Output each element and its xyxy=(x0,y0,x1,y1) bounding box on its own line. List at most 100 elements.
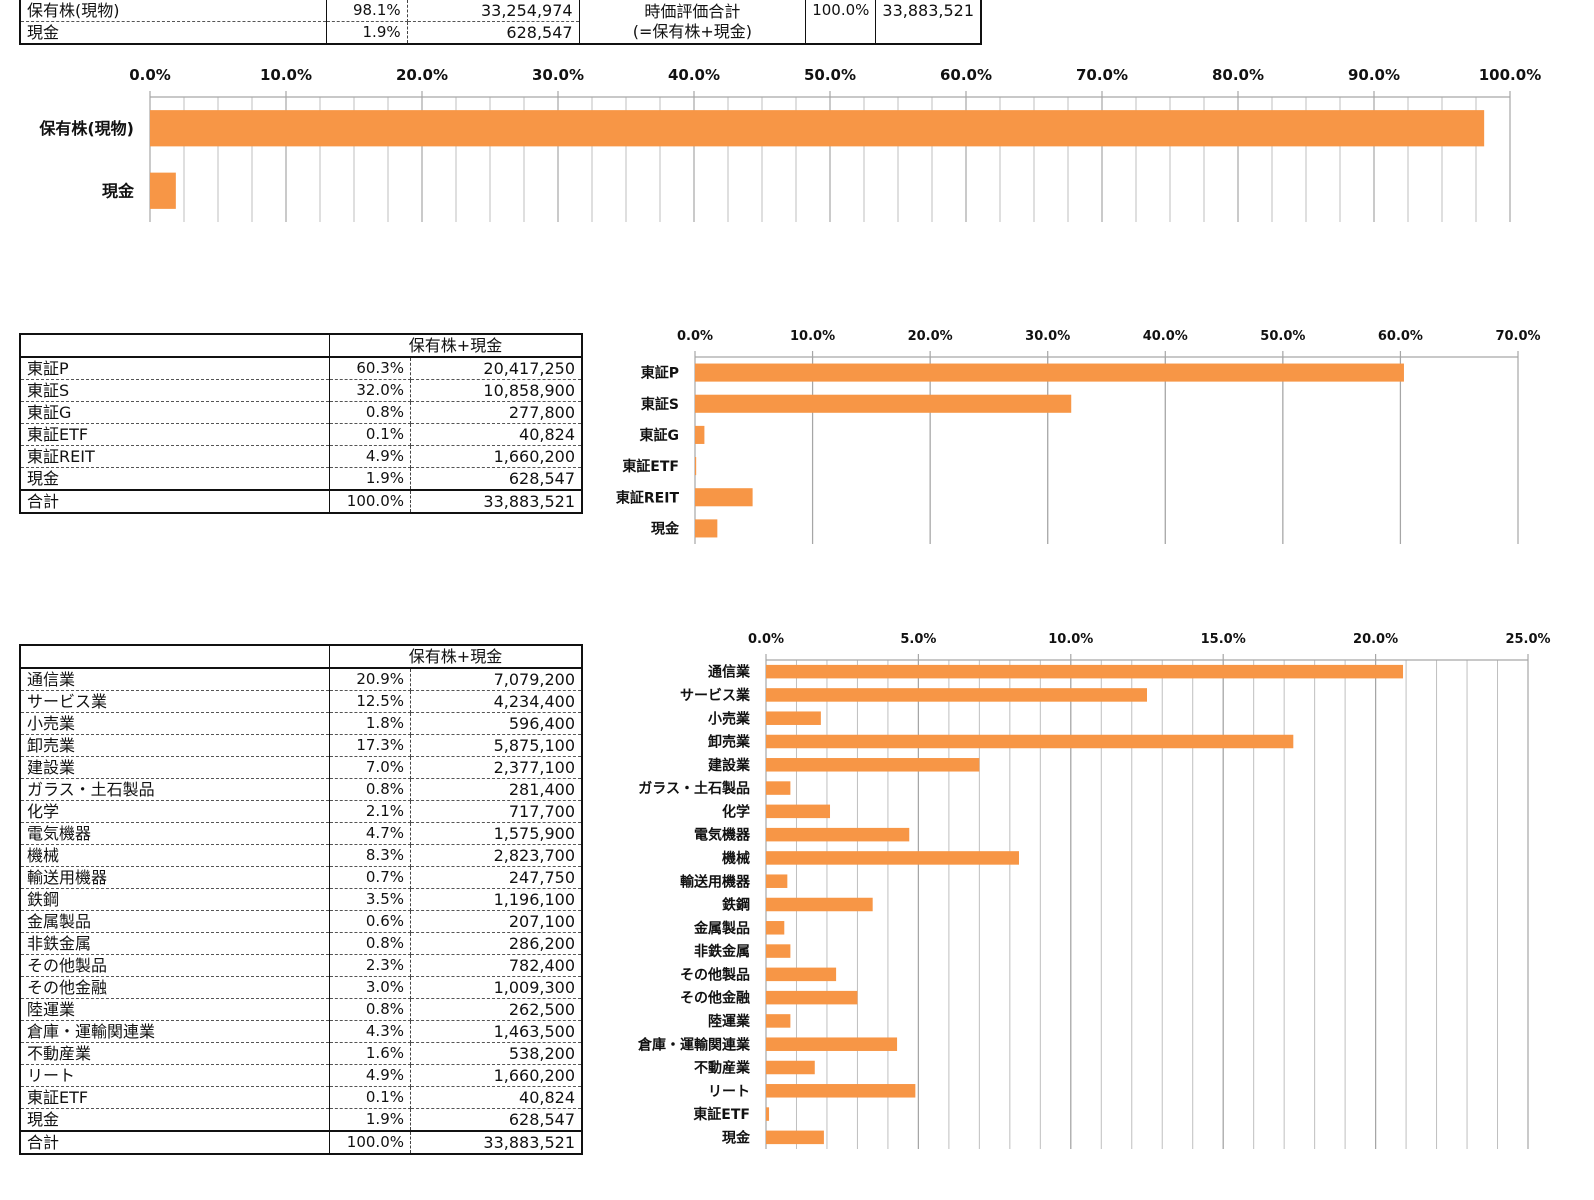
tick-label: 10.0% xyxy=(260,66,312,84)
table-row: 鉄鋼 3.5% 1,196,100 xyxy=(20,888,582,911)
row-value: 628,547 xyxy=(410,467,582,491)
table-row: 東証S 32.0% 10,858,900 xyxy=(20,379,582,402)
row-percent: 4.9% xyxy=(329,1064,411,1087)
category-label: 東証G xyxy=(640,427,680,444)
row-percent: 8.3% xyxy=(329,844,411,867)
table-row: 非鉄金属 0.8% 286,200 xyxy=(20,932,582,955)
row-percent: 4.7% xyxy=(329,822,411,845)
bar xyxy=(766,1060,815,1075)
bar xyxy=(150,172,176,209)
category-label: 陸運業 xyxy=(708,1013,751,1030)
row-label: 陸運業 xyxy=(20,998,330,1021)
bar xyxy=(695,363,1404,382)
bar xyxy=(766,827,910,842)
sector-allocation-table: 保有株+現金 通信業 20.9% 7,079,200 サービス業 12.5% 4,234,… xyxy=(19,644,583,1155)
row-percent: 4.3% xyxy=(329,1020,411,1043)
row-value: 40,824 xyxy=(410,1086,582,1109)
row-label: 非鉄金属 xyxy=(20,932,330,955)
table-row: 不動産業 1.6% 538,200 xyxy=(20,1042,582,1065)
total-row: 合計 100.0% 33,883,521 xyxy=(20,1130,582,1154)
row-percent: 0.8% xyxy=(329,401,411,424)
tick-label: 10.0% xyxy=(790,329,835,344)
row-label: リート xyxy=(20,1064,330,1087)
row-percent: 4.9% xyxy=(329,445,411,468)
table-header: 保有株+現金 xyxy=(329,334,582,358)
table-row: ガラス・土石製品 0.8% 281,400 xyxy=(20,778,582,801)
category-label: 通信業 xyxy=(708,664,751,681)
table-row: 建設業 7.0% 2,377,100 xyxy=(20,756,582,779)
tick-label: 0.0% xyxy=(748,632,784,647)
table-row: 東証ETF 0.1% 40,824 xyxy=(20,423,582,446)
total-percent: 100.0% xyxy=(329,1130,411,1154)
total-value: 33,883,521 xyxy=(410,1130,582,1154)
row-label: 小売業 xyxy=(20,712,330,735)
row-value: 20,417,250 xyxy=(410,357,582,380)
bar xyxy=(766,1084,916,1098)
category-label: 電気機器 xyxy=(694,827,751,844)
category-label: 化学 xyxy=(722,803,750,820)
row-value: 262,500 xyxy=(410,998,582,1021)
row-label: サービス業 xyxy=(20,690,330,713)
row-label: その他金融 xyxy=(20,976,330,999)
row-percent: 1.8% xyxy=(329,712,411,735)
table-row: 東証G 0.8% 277,800 xyxy=(20,401,582,424)
category-label: 倉庫・運輸関連業 xyxy=(637,1036,751,1053)
tick-label: 20.0% xyxy=(396,66,448,84)
tick-label: 30.0% xyxy=(1025,329,1070,344)
row-value: 596,400 xyxy=(410,712,582,735)
tick-label: 25.0% xyxy=(1505,632,1550,647)
tick-label: 90.0% xyxy=(1348,66,1400,84)
bar xyxy=(695,394,1072,413)
row-value: 4,234,400 xyxy=(410,690,582,713)
row-percent: 0.8% xyxy=(329,998,411,1021)
category-label: 建設業 xyxy=(708,757,751,774)
total-label: 合計 xyxy=(20,489,330,513)
category-label: 金属製品 xyxy=(693,920,750,937)
table-row: 小売業 1.8% 596,400 xyxy=(20,712,582,735)
row-percent: 0.1% xyxy=(329,1086,411,1109)
row-value: 40,824 xyxy=(410,423,582,446)
bar xyxy=(695,425,705,444)
bar xyxy=(766,664,1404,679)
row-percent: 0.1% xyxy=(329,423,411,446)
table-row: 東証REIT 4.9% 1,660,200 xyxy=(20,445,582,468)
total-label: 時価評価合計 xyxy=(644,1,741,21)
category-label: サービス業 xyxy=(680,687,751,704)
total-value: 33,883,521 xyxy=(410,489,582,513)
category-label: 卸売業 xyxy=(708,734,751,751)
row-percent: 32.0% xyxy=(329,379,411,402)
row-percent: 0.6% xyxy=(329,910,411,933)
row-value: 33,254,974 xyxy=(407,0,580,22)
category-label: 現金 xyxy=(102,182,135,201)
category-label: 東証P xyxy=(641,365,679,382)
tick-label: 5.0% xyxy=(900,632,936,647)
bar xyxy=(766,1037,898,1051)
row-percent: 3.5% xyxy=(329,888,411,911)
row-value: 207,100 xyxy=(410,910,582,933)
category-label: 保有株(現物) xyxy=(38,119,134,138)
bar xyxy=(766,990,858,1005)
table-row: 輸送用機器 0.7% 247,750 xyxy=(20,866,582,889)
row-percent: 12.5% xyxy=(329,690,411,713)
table-row: 陸運業 0.8% 262,500 xyxy=(20,998,582,1021)
category-label: 東証S xyxy=(641,396,679,413)
tick-label: 0.0% xyxy=(129,66,171,84)
total-label: 合計 xyxy=(20,1130,330,1154)
row-label: その他製品 xyxy=(20,954,330,977)
category-label: 機械 xyxy=(722,850,750,867)
tick-label: 60.0% xyxy=(940,66,992,84)
row-label: 保有株(現物) xyxy=(20,0,327,22)
category-label: 小売業 xyxy=(708,710,751,727)
tick-label: 40.0% xyxy=(668,66,720,84)
row-label: 鉄鋼 xyxy=(20,888,330,911)
category-label: その他製品 xyxy=(680,966,750,983)
table-header-row: 保有株+現金 xyxy=(20,645,582,669)
row-label: 東証P xyxy=(20,357,330,380)
bar xyxy=(150,110,1485,147)
row-value: 1,575,900 xyxy=(410,822,582,845)
table-row: 通信業 20.9% 7,079,200 xyxy=(20,668,582,691)
table-row: 現金 1.9% 628,547 xyxy=(20,467,582,491)
row-label: 東証ETF xyxy=(20,423,330,446)
category-label: リート xyxy=(708,1084,750,1100)
